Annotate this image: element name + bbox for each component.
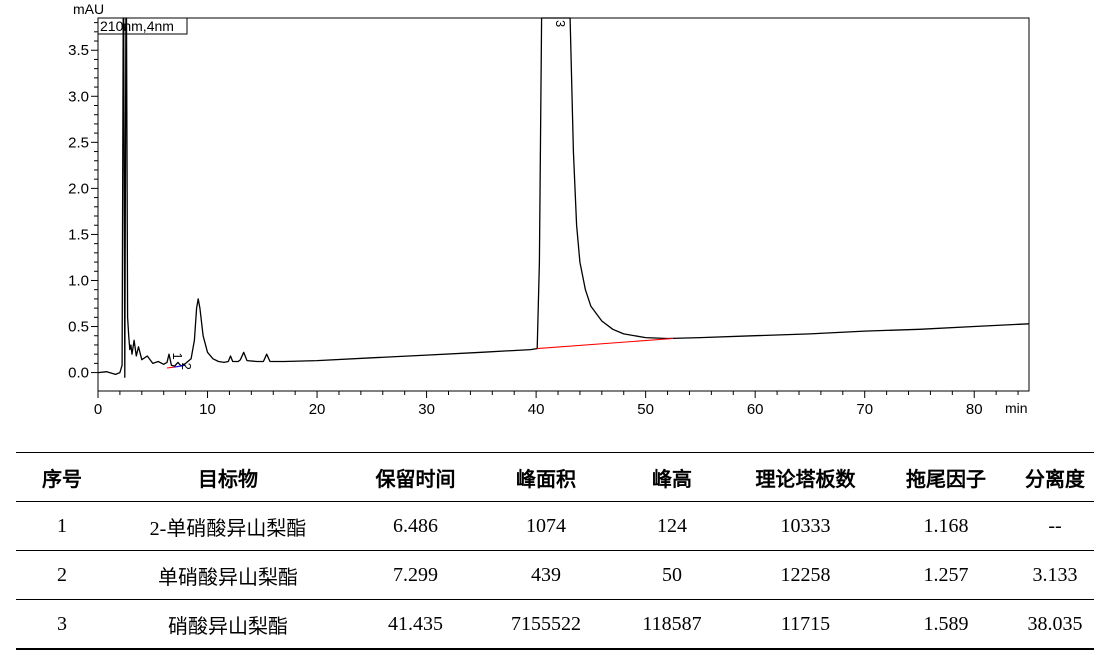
cell-analyte: 硝酸异山梨酯 — [108, 599, 348, 650]
x-tick-label: 20 — [309, 401, 326, 418]
cell-resolution: 3.133 — [1016, 550, 1094, 600]
results-table: 序号 目标物 保留时间 峰面积 峰高 理论塔板数 拖尾因子 分离度 1 2-单硝… — [16, 452, 1094, 650]
y-tick-label: 2.5 — [68, 134, 89, 151]
x-tick-label: 40 — [528, 401, 545, 418]
axes: 0 10 20 30 40 50 60 70 80 0.0 0.5 1.0 1.5 2.0 2.5 3.0 3.… — [68, 1, 1030, 418]
y-tick-label: 3.0 — [68, 88, 89, 105]
peak-label: 2 — [179, 363, 194, 370]
cell-peak-area: 1074 — [483, 501, 609, 551]
y-tick-label: 0.5 — [68, 319, 89, 336]
cell-index: 1 — [16, 501, 108, 551]
x-tick-label: 60 — [747, 401, 764, 418]
header-peak-area: 峰面积 — [483, 452, 609, 502]
chromatogram-trace — [97, 17, 1030, 378]
x-tick-label: 10 — [199, 401, 216, 418]
y-unit-label: mAU — [73, 1, 104, 17]
cell-tailing-factor: 1.589 — [876, 599, 1016, 650]
baseline-segment — [537, 337, 674, 350]
trace-line — [97, 17, 1030, 378]
peak-label: 3 — [553, 20, 568, 27]
table-header-row: 序号 目标物 保留时间 峰面积 峰高 理论塔板数 拖尾因子 分离度 — [16, 452, 1094, 502]
table-row: 1 2-单硝酸异山梨酯 6.486 1074 124 10333 1.168 -… — [16, 501, 1094, 551]
x-tick-label: 50 — [637, 401, 654, 418]
y-tick-label: 1.5 — [68, 226, 89, 243]
cell-index: 3 — [16, 599, 108, 650]
table-row: 3 硝酸异山梨酯 41.435 7155522 118587 11715 1.5… — [16, 599, 1094, 650]
cell-tailing-factor: 1.168 — [876, 501, 1016, 551]
header-tailing-factor: 拖尾因子 — [876, 452, 1016, 502]
header-resolution: 分离度 — [1016, 452, 1094, 502]
cell-plate-count: 12258 — [735, 550, 876, 600]
header-peak-height: 峰高 — [609, 452, 735, 502]
y-tick-label: 1.0 — [68, 272, 89, 289]
cell-analyte: 单硝酸异山梨酯 — [108, 550, 348, 600]
cell-plate-count: 10333 — [735, 501, 876, 551]
cell-peak-area: 7155522 — [483, 599, 609, 650]
x-tick-label: 80 — [966, 401, 983, 418]
header-analyte: 目标物 — [108, 452, 348, 502]
cell-retention-time: 6.486 — [348, 501, 483, 551]
cell-tailing-factor: 1.257 — [876, 550, 1016, 600]
cell-resolution: -- — [1016, 501, 1094, 551]
detector-legend-text: 210nm,4nm — [100, 18, 174, 34]
baseline-segment — [166, 366, 175, 369]
cell-peak-area: 439 — [483, 550, 609, 600]
cell-resolution: 38.035 — [1016, 599, 1094, 650]
cell-peak-height: 118587 — [609, 599, 735, 650]
y-tick-label: 0.0 — [68, 365, 89, 382]
cell-retention-time: 7.299 — [348, 550, 483, 600]
chromatogram-chart: 0 10 20 30 40 50 60 70 80 0.0 0.5 1.0 1.5 2.0 2.5 3.0 3.… — [68, 1, 1030, 418]
cell-index: 2 — [16, 550, 108, 600]
cell-plate-count: 11715 — [735, 599, 876, 650]
x-tick-label: 70 — [856, 401, 873, 418]
header-retention-time: 保留时间 — [348, 452, 483, 502]
table-row: 2 单硝酸异山梨酯 7.299 439 50 12258 1.257 3.133 — [16, 550, 1094, 600]
x-unit-label: min — [1005, 400, 1028, 416]
header-index: 序号 — [16, 452, 108, 502]
header-plate-count: 理论塔板数 — [735, 452, 876, 502]
detector-legend-box — [97, 17, 188, 35]
chart-labels: 1 2 3 — [170, 20, 568, 370]
baseline-segment — [174, 364, 186, 368]
y-tick-label: 2.0 — [68, 180, 89, 197]
x-tick-label: 0 — [94, 401, 102, 418]
cell-peak-height: 50 — [609, 550, 735, 600]
cell-analyte: 2-单硝酸异山梨酯 — [108, 501, 348, 551]
integration-baselines — [166, 337, 674, 369]
cell-retention-time: 41.435 — [348, 599, 483, 650]
plot-frame — [97, 17, 1030, 392]
peak-label: 1 — [170, 352, 185, 359]
cell-peak-height: 124 — [609, 501, 735, 551]
x-tick-label: 30 — [418, 401, 435, 418]
y-tick-label: 3.5 — [68, 42, 89, 59]
